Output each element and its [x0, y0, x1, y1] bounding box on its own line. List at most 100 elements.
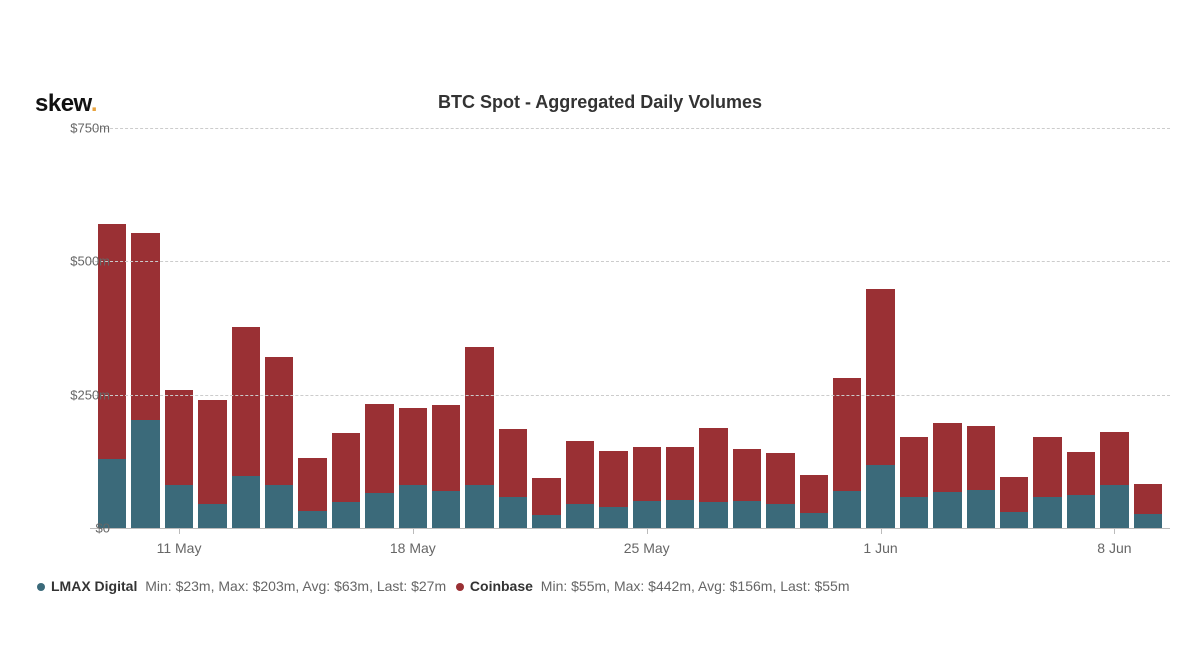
bar-segment-coinbase	[1033, 437, 1061, 497]
bar	[666, 128, 694, 528]
bar-segment-coinbase	[465, 347, 493, 486]
bar	[800, 128, 828, 528]
bar-segment-coinbase	[933, 423, 961, 491]
bar-segment-lmax	[866, 465, 894, 528]
bar-segment-coinbase	[198, 400, 226, 504]
bar-segment-coinbase	[699, 428, 727, 503]
bar-segment-lmax	[1033, 497, 1061, 528]
bar	[198, 128, 226, 528]
bar	[1033, 128, 1061, 528]
bar-segment-lmax	[933, 492, 961, 528]
x-axis: 11 May18 May25 May1 Jun8 Jun	[90, 538, 1170, 568]
bar	[165, 128, 193, 528]
bar	[1000, 128, 1028, 528]
x-axis-label: 11 May	[157, 540, 202, 556]
bar-segment-coinbase	[298, 458, 326, 511]
bar-segment-lmax	[633, 501, 661, 528]
bar-segment-lmax	[833, 491, 861, 528]
x-tick	[881, 528, 882, 534]
bar	[332, 128, 360, 528]
bar	[131, 128, 159, 528]
bar-segment-coinbase	[967, 426, 995, 490]
bar	[98, 128, 126, 528]
bar-segment-coinbase	[165, 390, 193, 485]
bar-segment-coinbase	[365, 404, 393, 494]
bar-segment-lmax	[98, 459, 126, 528]
bar-segment-coinbase	[900, 437, 928, 497]
legend-marker-lmax	[37, 583, 45, 591]
bar	[1134, 128, 1162, 528]
bar-segment-coinbase	[1000, 477, 1028, 512]
bar	[265, 128, 293, 528]
bar-segment-lmax	[967, 490, 995, 528]
y-axis-label: $0	[96, 521, 110, 536]
bar-segment-lmax	[365, 493, 393, 528]
bar-segment-lmax	[432, 491, 460, 528]
chart-plot-area	[90, 128, 1170, 528]
bar	[365, 128, 393, 528]
legend-series-stats: Min: $55m, Max: $442m, Avg: $156m, Last:…	[537, 578, 850, 594]
bar-segment-coinbase	[566, 441, 594, 504]
legend-marker-coinbase	[456, 583, 464, 591]
bar-segment-coinbase	[1067, 452, 1095, 495]
bar	[399, 128, 427, 528]
bar	[933, 128, 961, 528]
bar-segment-lmax	[198, 504, 226, 528]
bar	[532, 128, 560, 528]
bar-segment-lmax	[1067, 495, 1095, 528]
bar-segment-lmax	[699, 502, 727, 528]
bar	[733, 128, 761, 528]
bar	[566, 128, 594, 528]
x-tick	[413, 528, 414, 534]
y-axis-label: $250m	[70, 387, 110, 402]
x-axis-label: 1 Jun	[863, 540, 897, 556]
legend-series-name: Coinbase	[470, 578, 533, 594]
bar-segment-lmax	[1100, 485, 1128, 528]
bar	[900, 128, 928, 528]
bar-segment-coinbase	[432, 405, 460, 490]
bar	[633, 128, 661, 528]
bar	[699, 128, 727, 528]
bar-segment-coinbase	[332, 433, 360, 502]
bar	[298, 128, 326, 528]
bar-segment-lmax	[566, 504, 594, 528]
bar-segment-coinbase	[1134, 484, 1162, 513]
grid-line	[90, 261, 1170, 262]
grid-line	[90, 395, 1170, 396]
x-axis-label: 18 May	[390, 540, 436, 556]
bar	[432, 128, 460, 528]
bar-segment-lmax	[766, 504, 794, 528]
bar-segment-lmax	[733, 501, 761, 528]
bar	[833, 128, 861, 528]
bar	[1100, 128, 1128, 528]
x-tick	[1114, 528, 1115, 534]
bar	[599, 128, 627, 528]
bar	[465, 128, 493, 528]
bar-segment-lmax	[399, 485, 427, 528]
bar-segment-coinbase	[232, 327, 260, 475]
bar-segment-coinbase	[866, 289, 894, 465]
bar-segment-lmax	[265, 485, 293, 528]
x-tick	[179, 528, 180, 534]
bar-segment-lmax	[165, 485, 193, 528]
y-axis-label: $750m	[70, 121, 110, 136]
bar-container	[90, 128, 1170, 528]
bar-segment-coinbase	[800, 475, 828, 513]
bar-segment-lmax	[599, 507, 627, 528]
bar-segment-coinbase	[1100, 432, 1128, 485]
x-tick	[647, 528, 648, 534]
bar-segment-coinbase	[733, 449, 761, 501]
bar	[232, 128, 260, 528]
bar-segment-lmax	[532, 515, 560, 528]
grid-line	[90, 128, 1170, 129]
legend-series-name: LMAX Digital	[51, 578, 137, 594]
bar-segment-lmax	[465, 485, 493, 528]
chart-legend: LMAX Digital Min: $23m, Max: $203m, Avg:…	[35, 578, 1175, 594]
bar-segment-lmax	[131, 420, 159, 528]
bar-segment-lmax	[666, 500, 694, 528]
chart-title: BTC Spot - Aggregated Daily Volumes	[0, 92, 1200, 113]
bar-segment-lmax	[800, 513, 828, 528]
bar-segment-lmax	[232, 476, 260, 528]
bar	[499, 128, 527, 528]
bar-segment-lmax	[298, 511, 326, 528]
